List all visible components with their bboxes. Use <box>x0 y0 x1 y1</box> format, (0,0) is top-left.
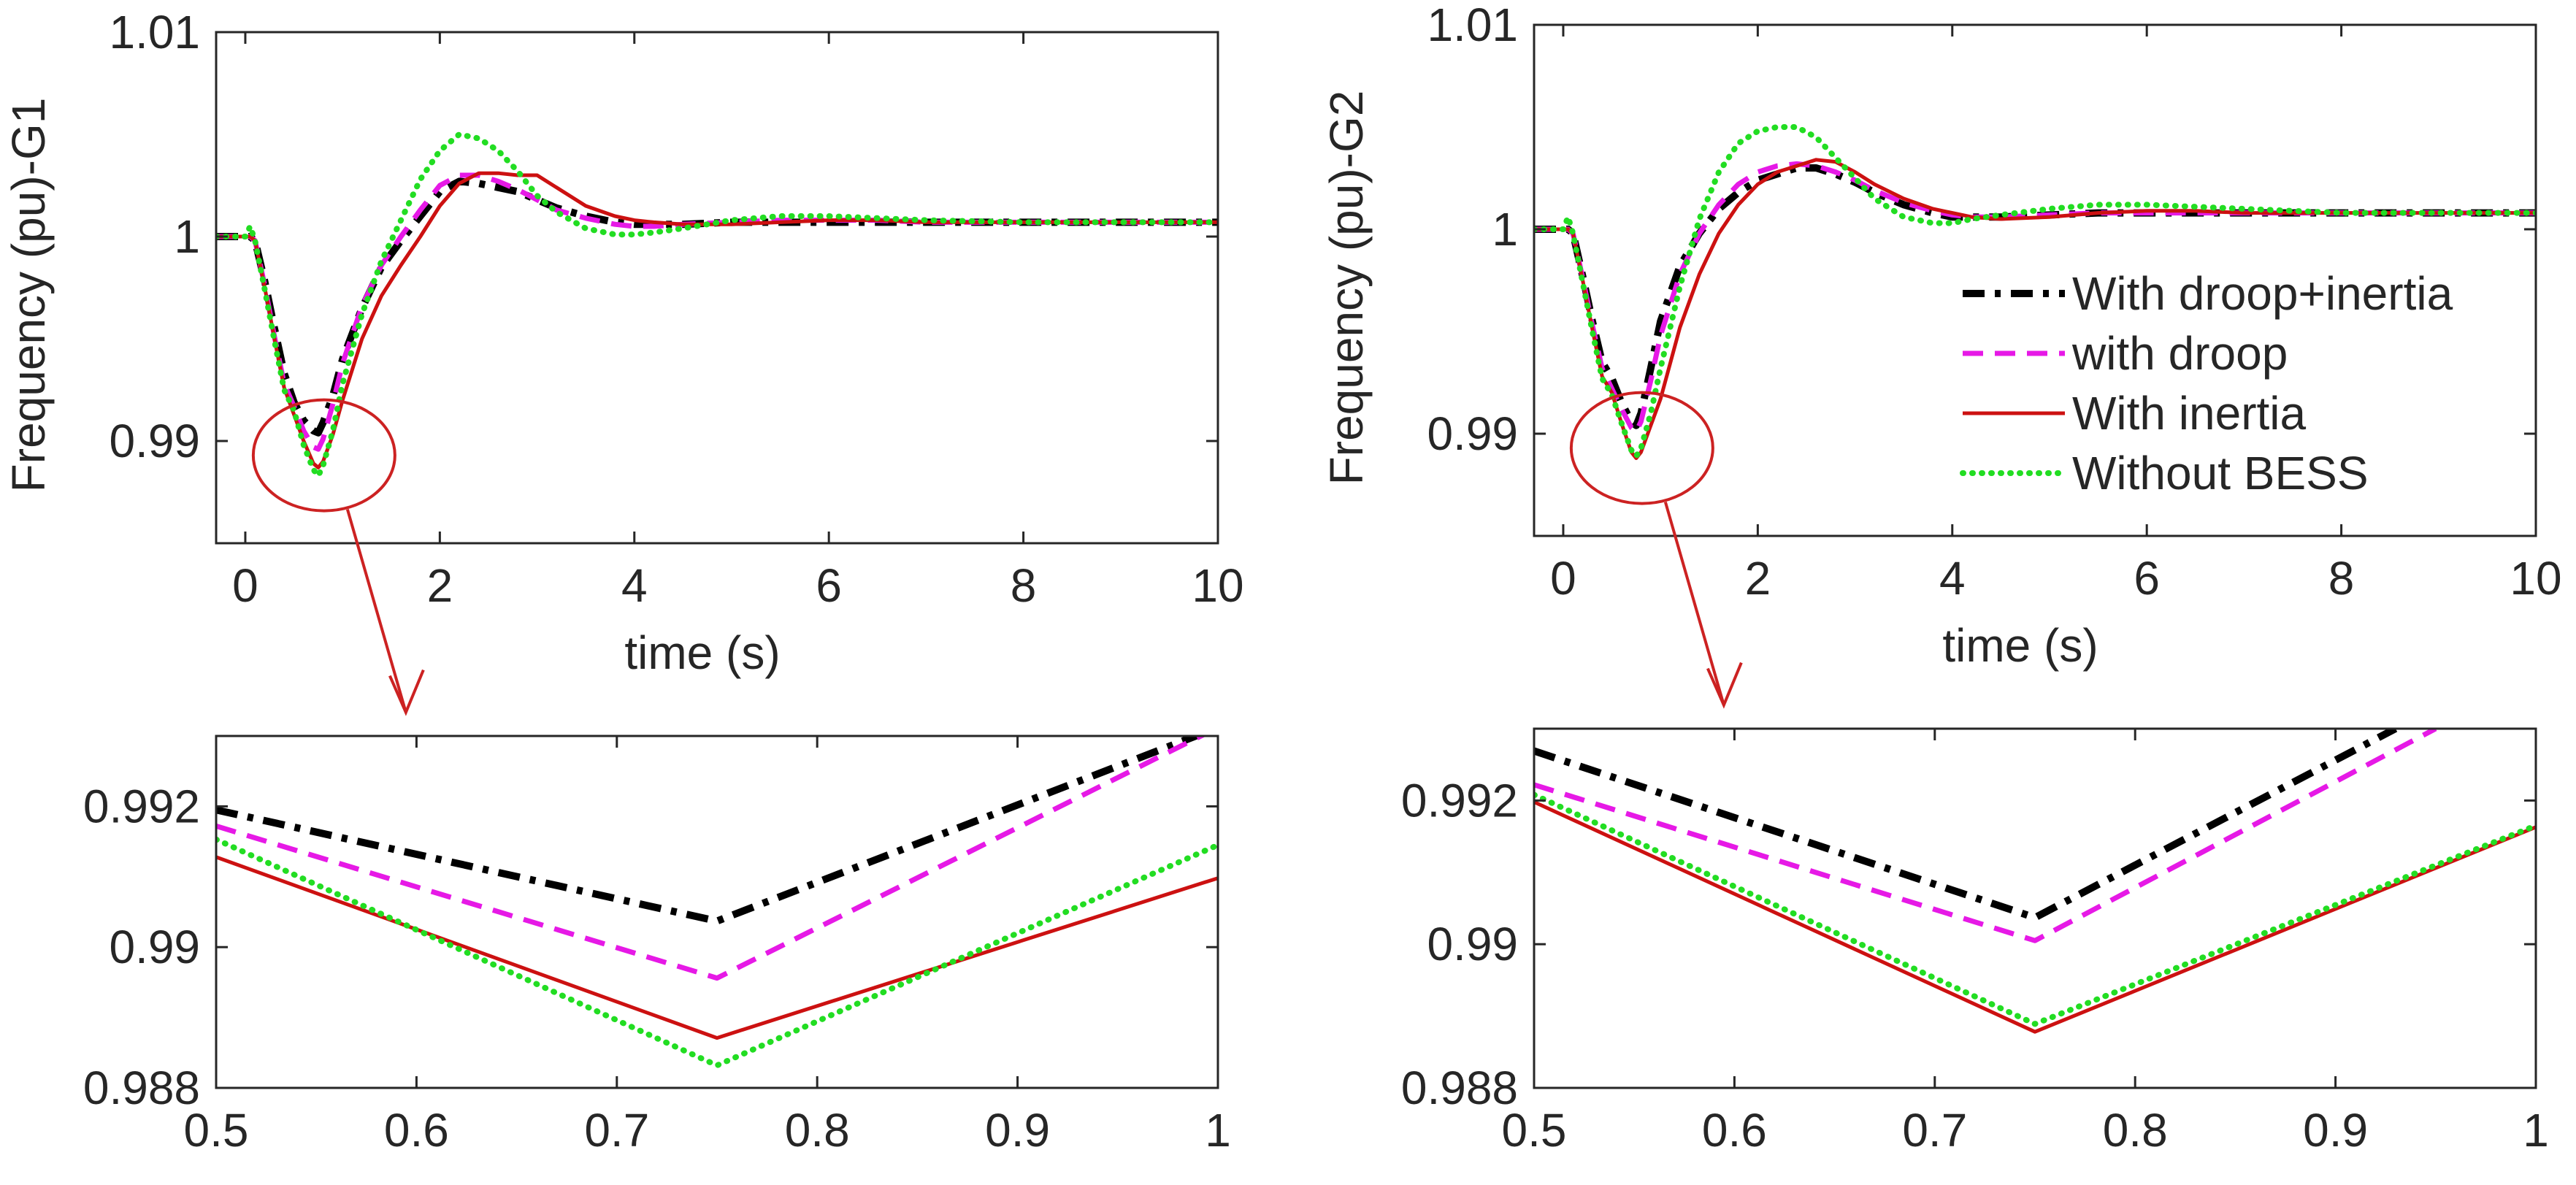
x-tick-label: 0.8 <box>785 1104 850 1157</box>
series-group <box>1534 729 2536 1034</box>
series-line-with-droop-inertia <box>216 736 1206 925</box>
y-tick-label: 1 <box>1492 203 1518 256</box>
axes-frame <box>1533 727 2537 1089</box>
x-tick-label: 0 <box>1550 552 1576 605</box>
chart-g1-main: 0 2 4 6 8 10 0.99 1 1.01 time (s) Frequency (pu)-G… <box>2 6 1244 716</box>
legend-label-with-droop: with droop <box>2071 327 2288 380</box>
legend: With droop+inertia with droop With inertia… <box>1960 267 2453 499</box>
x-tick-label: 10 <box>1192 559 1243 612</box>
y-tick-label: 1.01 <box>1427 0 1518 51</box>
x-tick-label: 0 <box>232 559 258 612</box>
series-group <box>216 131 1218 479</box>
x-tick-label: 1 <box>1205 1104 1231 1157</box>
x-tick-label: 4 <box>621 559 648 612</box>
series-group <box>1534 124 2536 461</box>
x-tick-label: 0.5 <box>184 1104 249 1157</box>
series-line-with-droop <box>216 172 1218 452</box>
zoom-callout-arrowhead <box>388 669 425 716</box>
y-axis-label: Frequency (pu)-G1 <box>2 98 55 493</box>
zoom-callout-arrow <box>345 509 407 713</box>
y-tick-label: 0.988 <box>1401 1062 1518 1114</box>
y-tick-label: 1.01 <box>109 6 200 58</box>
series-line-without-bess <box>1534 124 2536 459</box>
x-tick-label: 4 <box>1939 552 1966 605</box>
series-line-with-droop <box>216 736 1207 981</box>
axes-frame <box>215 735 1219 1089</box>
chart-g2-zoom: 0.5 0.6 0.7 0.8 0.9 1 0.988 0.99 0.992 <box>1401 727 2549 1157</box>
series-line-with-droop <box>1534 161 2536 434</box>
axes-frame <box>215 31 1219 545</box>
x-tick-label: 0.7 <box>1902 1104 1967 1157</box>
y-axis-label: Frequency (pu)-G2 <box>1320 91 1373 486</box>
x-tick-label: 2 <box>427 559 453 612</box>
series-line-with-inertia <box>216 855 1218 1040</box>
x-tick-label: 6 <box>2134 552 2160 605</box>
series-line-without-bess <box>216 131 1218 479</box>
x-tick-label: 8 <box>1011 559 1037 612</box>
x-tick-label: 0.6 <box>384 1104 449 1157</box>
y-tick-label: 1 <box>174 210 200 263</box>
series-line-with-droop <box>1534 729 2437 943</box>
x-tick-label: 2 <box>1745 552 1771 605</box>
x-tick-label: 10 <box>2510 552 2561 605</box>
legend-label-with-inertia: With inertia <box>2072 387 2307 440</box>
legend-label-with-droop-inertia: With droop+inertia <box>2072 267 2453 320</box>
series-line-without-bess <box>1534 791 2536 1027</box>
legend-label-without-bess: Without BESS <box>2072 447 2369 499</box>
y-tick-label: 0.99 <box>1427 918 1518 970</box>
y-tick-label: 0.988 <box>83 1062 200 1114</box>
zoom-callout-ellipse <box>251 398 396 513</box>
chart-g2-main: 0 2 4 6 8 10 0.99 1 1.01 time (s) Frequency (pu)-G… <box>1320 0 2562 709</box>
x-tick-label: 0.8 <box>2103 1104 2168 1157</box>
x-tick-label: 6 <box>816 559 842 612</box>
chart-g1-zoom: 0.5 0.6 0.7 0.8 0.9 1 0.988 0.99 0.992 <box>83 735 1231 1157</box>
x-axis-label: time (s) <box>1942 619 2098 672</box>
y-tick-label: 0.992 <box>1401 774 1518 827</box>
x-tick-label: 0.6 <box>1702 1104 1767 1157</box>
series-line-with-inertia <box>1534 800 2536 1034</box>
series-line-with-inertia <box>216 171 1218 469</box>
x-tick-label: 0.9 <box>985 1104 1050 1157</box>
x-axis-label: time (s) <box>624 626 780 679</box>
y-tick-label: 0.992 <box>83 780 200 832</box>
x-tick-label: 0.7 <box>584 1104 649 1157</box>
axes-frame <box>1533 23 2537 537</box>
y-tick-label: 0.99 <box>109 921 200 973</box>
x-tick-label: 0.9 <box>2303 1104 2368 1157</box>
zoom-callout-arrow <box>1663 502 1725 706</box>
y-tick-label: 0.99 <box>109 415 200 467</box>
series-line-with-droop-inertia <box>216 177 1218 437</box>
x-tick-label: 1 <box>2523 1104 2549 1157</box>
y-tick-label: 0.99 <box>1427 407 1518 460</box>
zoom-callout-ellipse <box>1569 391 1714 505</box>
x-tick-label: 8 <box>2328 552 2355 605</box>
zoom-callout-arrowhead <box>1706 661 1743 709</box>
series-group <box>216 736 1218 1069</box>
series-line-without-bess <box>216 836 1218 1069</box>
x-tick-label: 0.5 <box>1502 1104 1567 1157</box>
